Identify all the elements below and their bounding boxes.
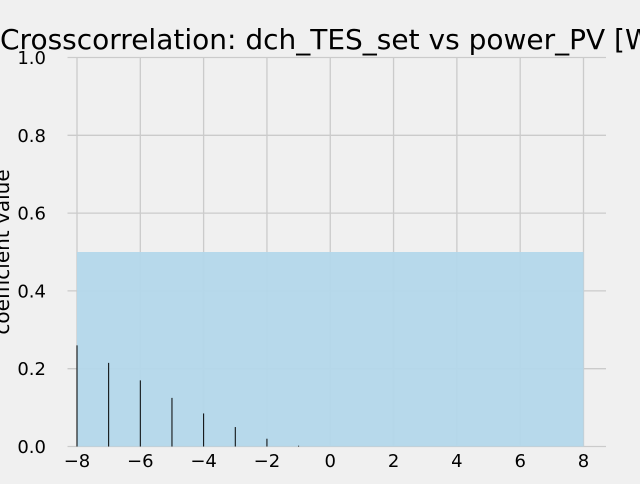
confidence-band xyxy=(76,252,584,447)
x-tick-label: 2 xyxy=(388,451,399,472)
y-axis-label: coefficient value xyxy=(0,169,14,334)
tick-label-layer: −8 −6 −4 −2 0 2 4 6 8 0.0 0.2 0.4 0.6 0.8 1.0 xyxy=(17,48,589,472)
x-tick-label: −8 xyxy=(64,451,91,472)
confidence-band-layer xyxy=(76,252,584,447)
x-tick-label: 4 xyxy=(451,451,462,472)
x-tick-label: 8 xyxy=(578,451,589,472)
y-tick-label: 0.2 xyxy=(17,359,46,380)
bar-layer xyxy=(76,345,300,447)
x-tick-label: −2 xyxy=(254,451,281,472)
y-tick-label: 1.0 xyxy=(17,48,46,69)
x-tick-label: 0 xyxy=(325,451,336,472)
y-tick-label: 0.6 xyxy=(17,204,46,225)
x-tick-label: −4 xyxy=(190,451,217,472)
y-tick-label: 0.8 xyxy=(17,126,46,147)
x-tick-label: −6 xyxy=(127,451,154,472)
y-tick-label: 0.0 xyxy=(17,437,46,458)
x-tick-label: 6 xyxy=(514,451,525,472)
y-tick-label: 0.4 xyxy=(17,281,46,302)
chart-title: Crosscorrelation: dch_TES_set vs power_P… xyxy=(0,23,640,56)
